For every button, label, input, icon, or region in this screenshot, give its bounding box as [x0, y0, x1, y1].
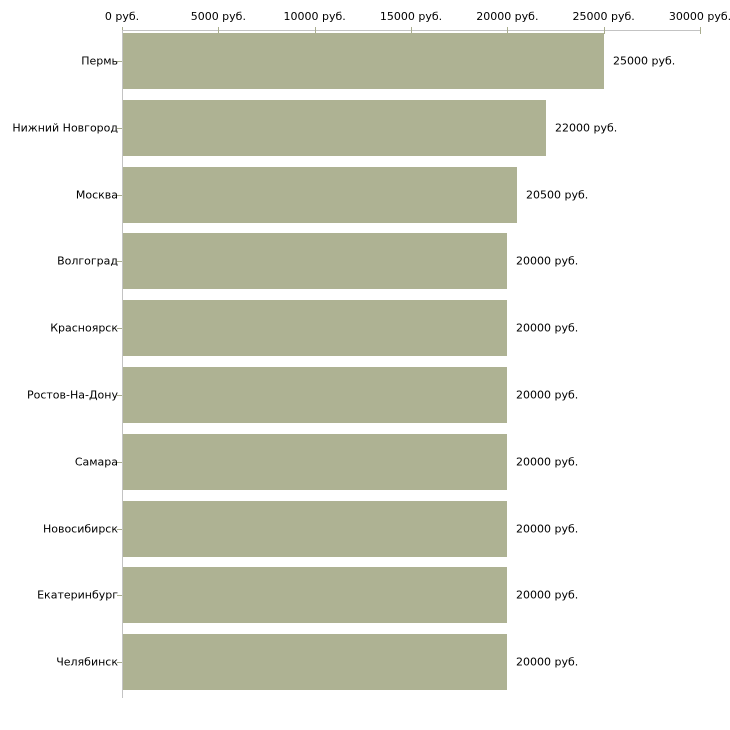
category-label: Новосибирск	[42, 522, 118, 536]
category-label: Волгоград	[57, 254, 118, 268]
category-label: Ростов-На-Дону	[26, 388, 118, 402]
bar[interactable]	[123, 567, 507, 623]
bar-value-label: 22000 руб.	[555, 121, 618, 135]
y-axis-tick	[117, 261, 122, 262]
bar-value-label: 20000 руб.	[516, 588, 579, 602]
x-axis-tick-label: 0 руб.	[104, 10, 140, 23]
bar-value-label: 20500 руб.	[526, 188, 589, 202]
y-axis-tick	[117, 195, 122, 196]
x-axis-tick-label: 5000 руб.	[190, 10, 246, 23]
y-axis-tick	[117, 662, 122, 663]
y-axis-tick	[117, 462, 122, 463]
bar-value-label: 20000 руб.	[516, 655, 579, 669]
x-axis-tick-label: 20000 руб.	[476, 10, 539, 23]
bar-value-label: 25000 руб.	[613, 54, 676, 68]
bar[interactable]	[123, 300, 507, 356]
x-axis-tick-label: 25000 руб.	[572, 10, 635, 23]
y-axis-tick	[117, 529, 122, 530]
bar-value-label: 20000 руб.	[516, 522, 579, 536]
bar-value-label: 20000 руб.	[516, 321, 579, 335]
x-axis-tick-label: 15000 руб.	[379, 10, 443, 23]
x-axis-tick-label: 10000 руб.	[283, 10, 346, 23]
x-axis-tick	[603, 27, 605, 34]
category-label: Москва	[75, 188, 118, 202]
category-label: Екатеринбург	[37, 588, 118, 602]
y-axis-tick	[117, 595, 122, 596]
bar-value-label: 20000 руб.	[516, 254, 579, 268]
bar[interactable]	[123, 33, 604, 89]
x-axis-tick	[411, 27, 412, 34]
category-label: Красноярск	[50, 321, 118, 335]
y-axis-tick	[117, 328, 122, 329]
bar[interactable]	[123, 167, 517, 223]
x-axis-tick-label: 30000 руб.	[668, 10, 730, 23]
bar-value-label: 20000 руб.	[516, 388, 579, 402]
bar[interactable]	[123, 434, 507, 490]
y-axis-line	[122, 30, 123, 698]
x-axis-tick	[700, 27, 701, 34]
y-axis-tick	[117, 128, 122, 129]
x-axis-tick	[507, 27, 509, 34]
y-axis-tick	[117, 61, 122, 62]
bar[interactable]	[123, 634, 507, 690]
bar-value-label: 20000 руб.	[516, 455, 579, 469]
category-label: Челябинск	[56, 655, 118, 669]
y-axis-tick	[117, 395, 122, 396]
bar[interactable]	[123, 501, 507, 557]
bar[interactable]	[123, 367, 507, 423]
category-label: Самара	[74, 455, 118, 469]
x-axis-tick	[314, 27, 316, 34]
bar[interactable]	[123, 100, 546, 156]
category-label: Нижний Новгород	[12, 121, 118, 135]
category-label: Пермь	[81, 54, 118, 68]
bar[interactable]	[123, 233, 507, 289]
x-axis-tick	[218, 27, 220, 34]
